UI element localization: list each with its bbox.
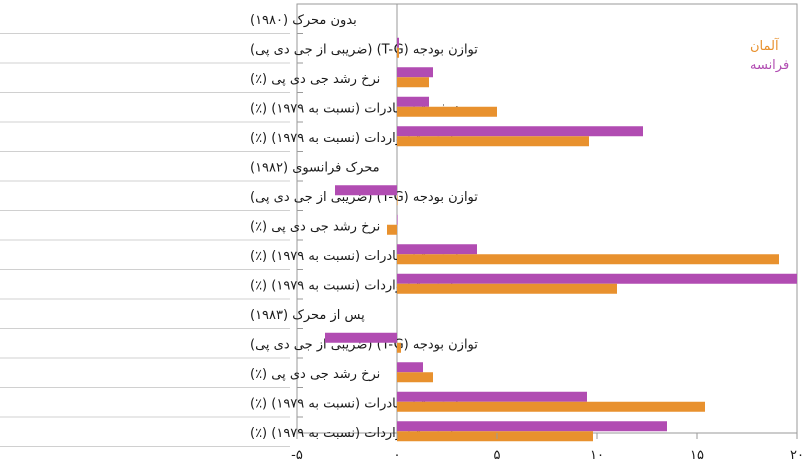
bar-germany <box>397 47 399 58</box>
x-tick-label: ۵ <box>494 448 501 463</box>
bar-germany <box>397 136 589 147</box>
bar-france <box>397 214 398 225</box>
bar-germany <box>397 372 433 383</box>
bar-germany <box>397 342 401 353</box>
bar-france <box>325 332 397 343</box>
row-label: نرخ رشد جی دی پی (٪) <box>250 72 380 87</box>
bar-france <box>397 362 423 373</box>
bar-france <box>397 244 477 255</box>
x-tick-label: ۱۵ <box>690 448 704 463</box>
group-title: پس از محرک (۱۹۸۳) <box>250 308 365 323</box>
bar-germany <box>397 77 429 88</box>
row-label: توازن بودجه (T-G) (ضریبی از جی دی پی) <box>250 337 478 352</box>
bar-france <box>397 126 643 137</box>
row-label: نرخ رشد جی دی پی (٪) <box>250 367 380 382</box>
bar-germany <box>397 283 617 294</box>
legend-label-france: فرانسه <box>750 58 789 73</box>
row-label: توازن بودجه (T-G) (ضریبی از جی دی پی) <box>250 42 478 57</box>
bar-france <box>397 37 399 48</box>
legend-label-germany: آلمان <box>750 37 780 54</box>
x-tick-label: ۲۰ <box>790 448 804 463</box>
row-label: نرخ رشد جی دی پی (٪) <box>250 219 380 234</box>
bar-germany <box>397 106 497 117</box>
bar-france <box>397 273 797 284</box>
x-tick-label: -۵ <box>291 448 303 463</box>
x-tick-label: ۰ <box>394 448 401 463</box>
bar-germany <box>397 431 593 442</box>
bar-france <box>397 67 433 78</box>
bar-germany <box>397 254 779 265</box>
row-label: توازن بودجه (T-G) (ضریبی از جی دی پی) <box>250 190 478 205</box>
bar-germany <box>397 195 398 206</box>
bar-france <box>397 96 429 107</box>
bar-france <box>397 391 587 402</box>
group-title: بدون محرک (۱۹۸۰) <box>250 13 357 28</box>
bar-france <box>335 185 397 196</box>
bar-germany <box>397 401 705 412</box>
group-title: محرک فرانسوی (۱۹۸۲) <box>250 160 380 175</box>
bar-germany <box>387 224 397 235</box>
bar-france <box>397 421 667 432</box>
x-tick-label: ۱۰ <box>590 448 604 463</box>
